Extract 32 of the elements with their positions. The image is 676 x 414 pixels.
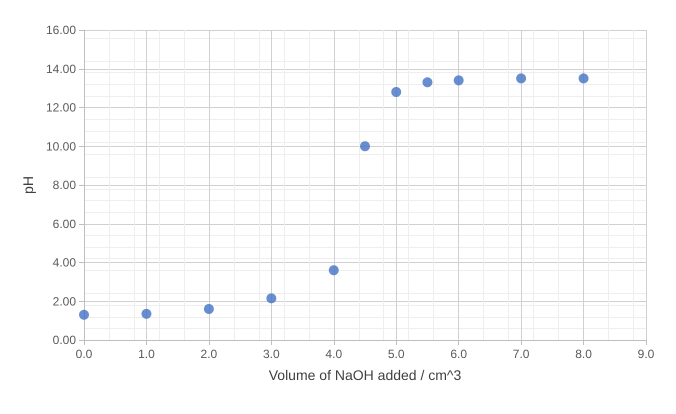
y-tick-label: 16.00 — [46, 23, 76, 37]
point — [328, 265, 339, 276]
point — [204, 304, 214, 314]
x-tick-label: 6.0 — [450, 347, 468, 361]
point — [454, 75, 464, 86]
y-tick-label: 0.00 — [52, 333, 76, 347]
y-tick-label: 2.00 — [52, 294, 76, 308]
y-tick-label: 12.00 — [46, 100, 76, 114]
point — [516, 73, 526, 84]
x-tick-label: 0.0 — [76, 347, 93, 361]
x-tick-label: 4.0 — [325, 347, 342, 361]
point — [422, 77, 432, 88]
point — [266, 293, 276, 304]
y-tick-label: 10.00 — [46, 139, 76, 154]
x-axis-title: Volume of NaOH added / cm^3 — [268, 367, 462, 383]
point — [578, 73, 589, 84]
y-tick-label: 6.00 — [52, 216, 76, 231]
x-tick-label: 2.0 — [200, 347, 218, 361]
x-tick-label: 1.0 — [138, 347, 156, 361]
x-tick-label: 7.0 — [512, 347, 530, 361]
point — [79, 310, 89, 320]
y-axis-title: pH — [20, 176, 36, 194]
y-tick-label: 14.00 — [46, 62, 76, 76]
point — [391, 87, 402, 97]
point — [360, 141, 370, 152]
x-tick-label: 5.0 — [388, 347, 405, 361]
point — [141, 308, 152, 319]
y-tick-label: 4.00 — [52, 256, 76, 270]
x-tick-label: 8.0 — [575, 347, 592, 361]
y-tick-label: 8.00 — [52, 178, 76, 192]
x-tick-label: 9.0 — [638, 347, 655, 361]
x-tick-label: 3.0 — [262, 347, 280, 361]
